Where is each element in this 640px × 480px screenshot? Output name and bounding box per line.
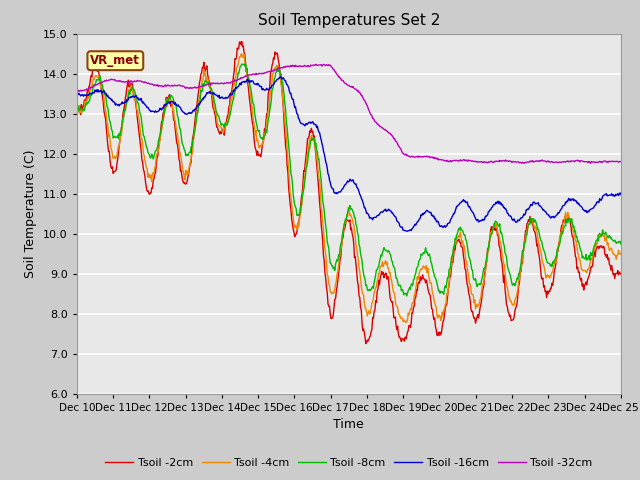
Tsoil -2cm (73, 99, 81, 105)
Line: Tsoil -32cm: Tsoil -32cm (77, 64, 621, 163)
Tsoil -16cm (83, 92, 90, 98)
Tsoil -16cm (276, 74, 284, 80)
Tsoil -8cm (139, 125, 147, 131)
Tsoil -4cm (83, 101, 90, 107)
Tsoil -2cm (433, 326, 440, 332)
Tsoil -8cm (403, 293, 410, 299)
Tsoil -32cm (73, 88, 81, 94)
Tsoil -16cm (617, 192, 625, 197)
Tsoil -32cm (194, 84, 202, 90)
Tsoil -4cm (73, 103, 81, 109)
Tsoil -16cm (223, 95, 230, 101)
Legend: Tsoil -2cm, Tsoil -4cm, Tsoil -8cm, Tsoil -16cm, Tsoil -32cm: Tsoil -2cm, Tsoil -4cm, Tsoil -8cm, Tsoi… (101, 453, 596, 472)
Tsoil -2cm (362, 341, 370, 347)
Tsoil -2cm (139, 160, 147, 166)
Tsoil -4cm (433, 304, 440, 310)
Tsoil -4cm (139, 141, 147, 147)
Tsoil -2cm (417, 274, 424, 280)
Tsoil -4cm (617, 251, 625, 256)
Tsoil -16cm (433, 218, 440, 224)
Tsoil -32cm (139, 79, 147, 85)
Tsoil -16cm (73, 90, 81, 96)
Tsoil -8cm (617, 241, 625, 247)
Tsoil -32cm (617, 159, 625, 165)
Tsoil -2cm (238, 39, 246, 45)
Tsoil -8cm (73, 99, 81, 105)
Tsoil -8cm (83, 100, 90, 106)
Tsoil -4cm (238, 51, 246, 57)
Text: VR_met: VR_met (90, 54, 140, 67)
Tsoil -8cm (433, 277, 440, 283)
Line: Tsoil -16cm: Tsoil -16cm (77, 77, 621, 231)
Tsoil -8cm (223, 122, 230, 128)
Tsoil -2cm (83, 94, 90, 99)
Tsoil -16cm (417, 215, 424, 221)
Tsoil -4cm (194, 107, 202, 113)
Tsoil -8cm (194, 109, 202, 115)
Y-axis label: Soil Temperature (C): Soil Temperature (C) (24, 149, 38, 278)
Tsoil -8cm (242, 61, 250, 67)
Tsoil -16cm (139, 100, 147, 106)
Tsoil -32cm (431, 155, 439, 161)
Tsoil -4cm (223, 120, 230, 125)
Tsoil -32cm (521, 160, 529, 166)
Tsoil -32cm (416, 154, 424, 160)
Tsoil -4cm (402, 320, 410, 325)
X-axis label: Time: Time (333, 418, 364, 431)
Tsoil -16cm (404, 228, 412, 234)
Tsoil -2cm (223, 118, 230, 123)
Tsoil -8cm (417, 256, 424, 262)
Line: Tsoil -8cm: Tsoil -8cm (77, 64, 621, 296)
Tsoil -32cm (312, 61, 320, 67)
Tsoil -16cm (194, 103, 202, 109)
Tsoil -32cm (223, 80, 230, 85)
Tsoil -2cm (617, 271, 625, 277)
Tsoil -4cm (417, 267, 424, 273)
Title: Soil Temperatures Set 2: Soil Temperatures Set 2 (258, 13, 440, 28)
Line: Tsoil -2cm: Tsoil -2cm (77, 42, 621, 344)
Tsoil -2cm (194, 93, 202, 99)
Tsoil -32cm (83, 86, 90, 92)
Line: Tsoil -4cm: Tsoil -4cm (77, 54, 621, 323)
